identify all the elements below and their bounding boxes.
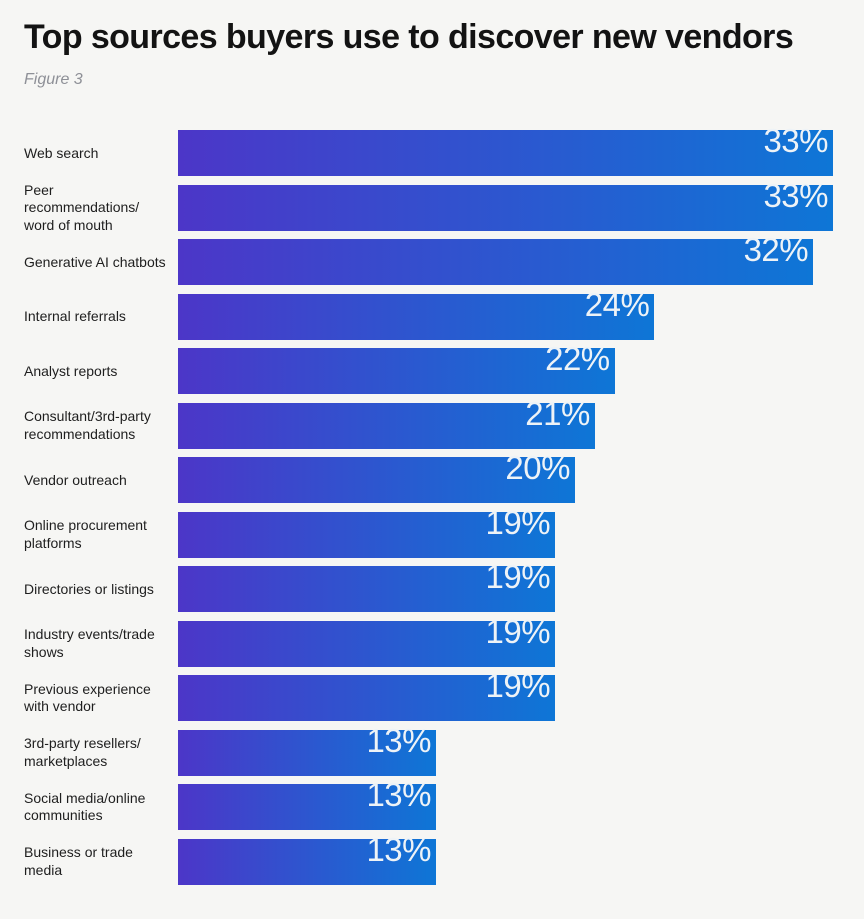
bar-value-label: 19% <box>485 667 551 705</box>
bar: 19% <box>178 669 556 722</box>
bar-track: 24% <box>178 288 833 340</box>
bar-track: 33% <box>178 124 833 177</box>
bar-value-label: 13% <box>366 830 432 868</box>
bar-track: 19% <box>178 506 833 558</box>
bar-value-label: 19% <box>485 558 551 596</box>
chart-row: Analyst reports 22% <box>24 342 833 395</box>
bar-value-label: 19% <box>485 612 551 650</box>
bar-track: 13% <box>178 724 833 776</box>
bar-value-label: 13% <box>366 721 432 759</box>
bar: 19% <box>178 615 556 667</box>
chart-row: Generative AI chatbots 32% <box>24 233 833 286</box>
chart-row: Web search 33% <box>24 124 833 177</box>
bar-value-label: 21% <box>525 394 590 432</box>
chart-row: Directories or listings 19% <box>24 560 833 613</box>
bar: 19% <box>178 506 556 558</box>
bar-track: 13% <box>178 833 833 885</box>
bar-value-label: 20% <box>505 449 570 487</box>
bar-value-label: 32% <box>743 231 809 269</box>
chart-row: Business or trade media 13% <box>24 833 833 885</box>
category-label: Web search <box>24 144 99 161</box>
category-label: Peer recommendations/ word of mouth <box>24 181 140 233</box>
bar-value-label: 19% <box>485 503 551 541</box>
category-label: Social media/online communities <box>24 789 146 824</box>
chart-row: Peer recommendations/ word of mouth 33% <box>24 179 833 233</box>
bar-track: 13% <box>178 778 833 831</box>
bar: 33% <box>178 179 833 231</box>
bar-value-label: 24% <box>584 285 650 323</box>
chart-row: Internal referrals 24% <box>24 288 833 340</box>
category-label: Online procurement platforms <box>24 517 147 551</box>
figure-header: Top sources buyers use to discover new v… <box>0 17 864 89</box>
chart-row: Previous experience with vendor 19% <box>24 669 833 722</box>
bar: 13% <box>178 724 437 776</box>
bar-track: 20% <box>178 451 833 504</box>
bar: 22% <box>178 342 615 395</box>
category-label: Previous experience with vendor <box>24 680 151 715</box>
bar-track: 19% <box>178 669 833 722</box>
category-label: 3rd-party resellers/ marketplaces <box>24 735 141 769</box>
chart-row: 3rd-party resellers/ marketplaces 13% <box>24 724 833 776</box>
category-label: Industry events/trade shows <box>24 626 155 660</box>
bar: 32% <box>178 233 814 286</box>
category-label: Internal referrals <box>24 308 126 325</box>
chart-row: Vendor outreach 20% <box>24 451 833 504</box>
bar-track: 21% <box>178 397 833 449</box>
bar: 24% <box>178 288 655 340</box>
bar-value-label: 13% <box>366 776 432 814</box>
bar: 13% <box>178 833 437 885</box>
bar-track: 32% <box>178 233 833 286</box>
bar-value-label: 33% <box>763 122 828 160</box>
bar: 21% <box>178 397 595 449</box>
category-label: Consultant/3rd-party recommendations <box>24 408 151 442</box>
chart-row: Online procurement platforms 19% <box>24 506 833 558</box>
bar-track: 19% <box>178 560 833 613</box>
bar: 19% <box>178 560 556 613</box>
bar: 33% <box>178 124 833 177</box>
category-label: Generative AI chatbots <box>24 253 166 270</box>
category-label: Directories or listings <box>24 580 154 597</box>
chart-row: Consultant/3rd-party recommendations 21% <box>24 397 833 449</box>
chart-title: Top sources buyers use to discover new v… <box>24 18 794 56</box>
figure-number-label: Figure 3 <box>24 71 83 89</box>
chart-row: Social media/online communities 13% <box>24 778 833 831</box>
bar-track: 22% <box>178 342 833 395</box>
bar: 13% <box>178 778 437 831</box>
bar-track: 33% <box>178 179 833 231</box>
bar-track: 19% <box>178 615 833 667</box>
bar-chart: Web search 33% Peer recommendations/ wor… <box>0 124 864 885</box>
bar-value-label: 22% <box>545 340 610 378</box>
bar: 20% <box>178 451 575 504</box>
bar-value-label: 33% <box>763 176 828 214</box>
chart-row: Industry events/trade shows 19% <box>24 615 833 667</box>
category-label: Vendor outreach <box>24 471 127 488</box>
category-label: Business or trade media <box>24 844 133 878</box>
category-label: Analyst reports <box>24 362 118 379</box>
